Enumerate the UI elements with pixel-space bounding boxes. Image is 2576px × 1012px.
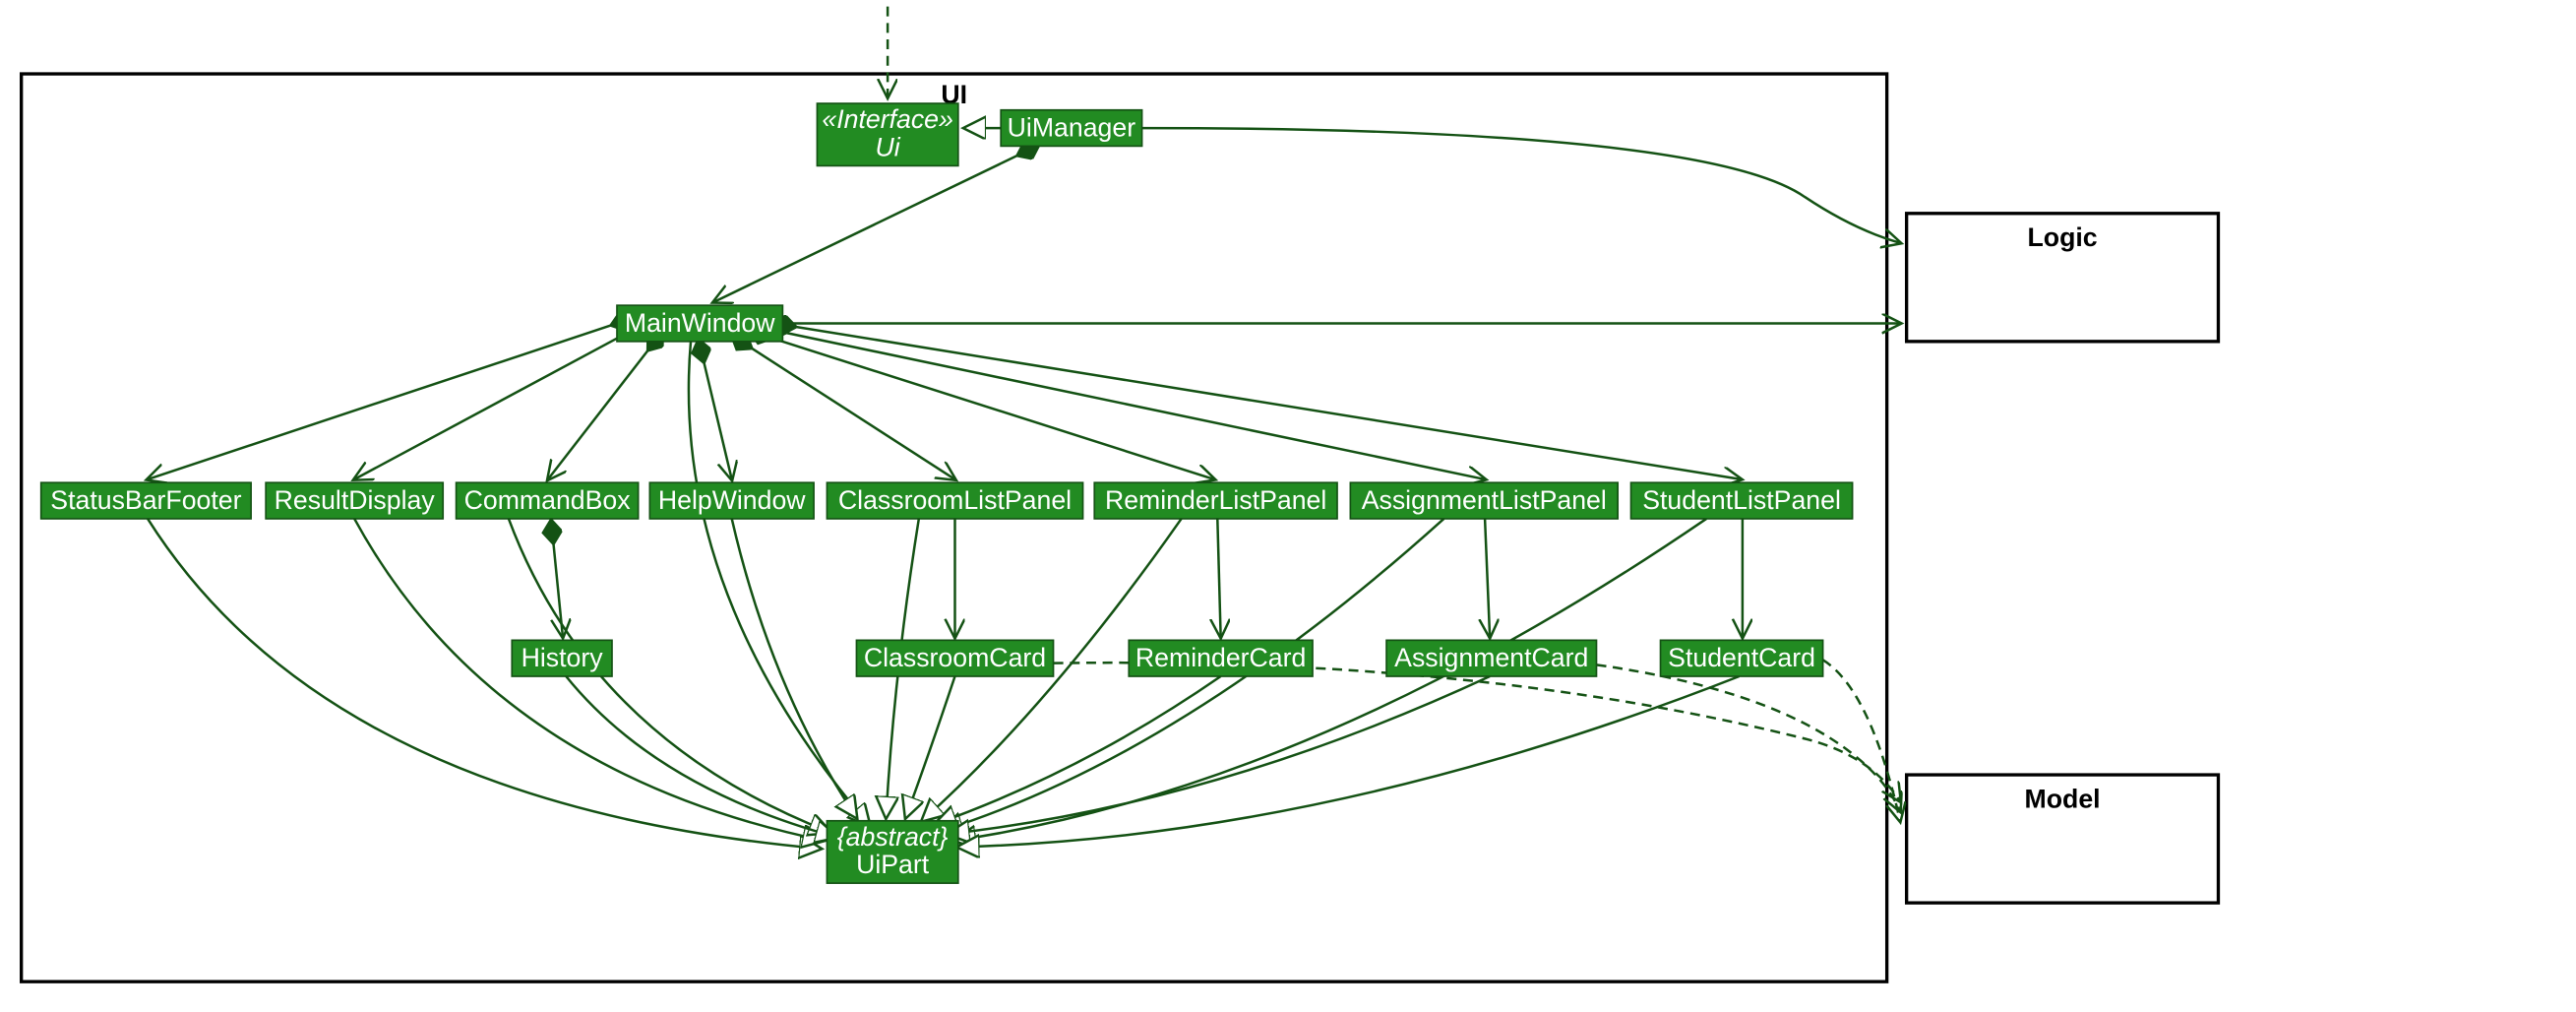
class-label: AssignmentCard (1394, 643, 1588, 672)
package-pkg-logic: Logic (1907, 214, 2219, 342)
package-label: Model (2025, 784, 2101, 813)
edge-StudentListPanel-to-UiPart (954, 519, 1706, 841)
edge-AssignmentCard-to-UiPart (949, 676, 1490, 834)
class-UiPart: {abstract}UiPart (827, 821, 957, 883)
class-label: ClassroomListPanel (838, 485, 1072, 515)
edge-MainWindow-to-StatusBarFooter (148, 318, 632, 478)
class-label: UiPart (856, 850, 930, 879)
class-label: History (521, 643, 604, 672)
edge-ReminderListPanel-to-ReminderCard (1217, 519, 1220, 637)
edge-MainWindow-to-HelpWindow (699, 342, 731, 479)
edge-ResultDisplay-to-UiPart (354, 519, 824, 841)
uml-diagram: UILogicModel«Interface»UiUiManagerMainWi… (0, 0, 2576, 1011)
edge-History-to-UiPart (566, 676, 836, 837)
nodes-layer: «Interface»Ui UiManager MainWindow StatusBa… (41, 103, 1853, 883)
edge-CommandBox-to-History (551, 522, 563, 637)
class-label: ResultDisplay (275, 485, 436, 515)
edge-UiManager-to-pkg-logic (1142, 128, 1900, 243)
class-label: HelpWindow (658, 485, 806, 515)
class-label: MainWindow (625, 308, 775, 338)
class-label: ReminderListPanel (1105, 485, 1326, 515)
class-UiManager: UiManager (1001, 110, 1141, 147)
edge-HelpWindow-to-UiPart (732, 519, 857, 817)
edge-MainWindow-to-ReminderListPanel (752, 332, 1214, 479)
edge-AssignmentListPanel-to-AssignmentCard (1485, 519, 1490, 637)
class-ReminderListPanel: ReminderListPanel (1094, 482, 1337, 519)
packages-layer: UILogicModel (22, 74, 2219, 981)
edge-MainWindow-to-CommandBox (548, 334, 661, 479)
class-label: ClassroomCard (864, 643, 1046, 672)
stereotype-label: {abstract} (837, 822, 949, 852)
class-History: History (512, 640, 612, 676)
class-ClassroomListPanel: ClassroomListPanel (827, 482, 1082, 519)
class-StatusBarFooter: StatusBarFooter (41, 482, 251, 519)
edge-AssignmentCard-to-pkg-model (1596, 664, 1899, 810)
class-label: StudentListPanel (1642, 485, 1841, 515)
class-label: UiManager (1008, 112, 1136, 142)
package-label: Logic (2028, 222, 2098, 252)
edge-MainWindow-to-AssignmentListPanel (765, 329, 1485, 479)
edge-UiManager-to-MainWindow (713, 146, 1036, 301)
class-Ui: «Interface»Ui (817, 103, 957, 165)
class-ClassroomCard: ClassroomCard (856, 640, 1053, 676)
class-CommandBox: CommandBox (457, 482, 639, 519)
edge-StatusBarFooter-to-UiPart (148, 519, 821, 849)
class-label: StatusBarFooter (50, 485, 241, 515)
edge-MainWindow-to-ClassroomListPanel (733, 337, 954, 479)
class-label: CommandBox (464, 485, 632, 515)
class-MainWindow: MainWindow (617, 305, 782, 342)
class-HelpWindow: HelpWindow (649, 482, 814, 519)
class-label: StudentCard (1668, 643, 1815, 672)
edge-StudentCard-to-UiPart (958, 676, 1740, 847)
class-StudentListPanel: StudentListPanel (1631, 482, 1853, 519)
package-pkg-model: Model (1907, 775, 2219, 903)
class-label: ReminderCard (1135, 643, 1306, 672)
edge-MainWindow-to-ResultDisplay (354, 323, 644, 478)
diagram-root: UILogicModel«Interface»UiUiManagerMainWi… (0, 0, 2576, 1011)
class-AssignmentCard: AssignmentCard (1386, 640, 1596, 676)
stereotype-label: «Interface» (822, 104, 952, 134)
class-AssignmentListPanel: AssignmentListPanel (1350, 482, 1618, 519)
class-ReminderCard: ReminderCard (1129, 640, 1313, 676)
class-label: Ui (876, 132, 901, 161)
class-StudentCard: StudentCard (1661, 640, 1823, 676)
edge-ReminderCard-to-UiPart (935, 676, 1220, 824)
class-label: AssignmentListPanel (1362, 485, 1607, 515)
class-ResultDisplay: ResultDisplay (266, 482, 443, 519)
